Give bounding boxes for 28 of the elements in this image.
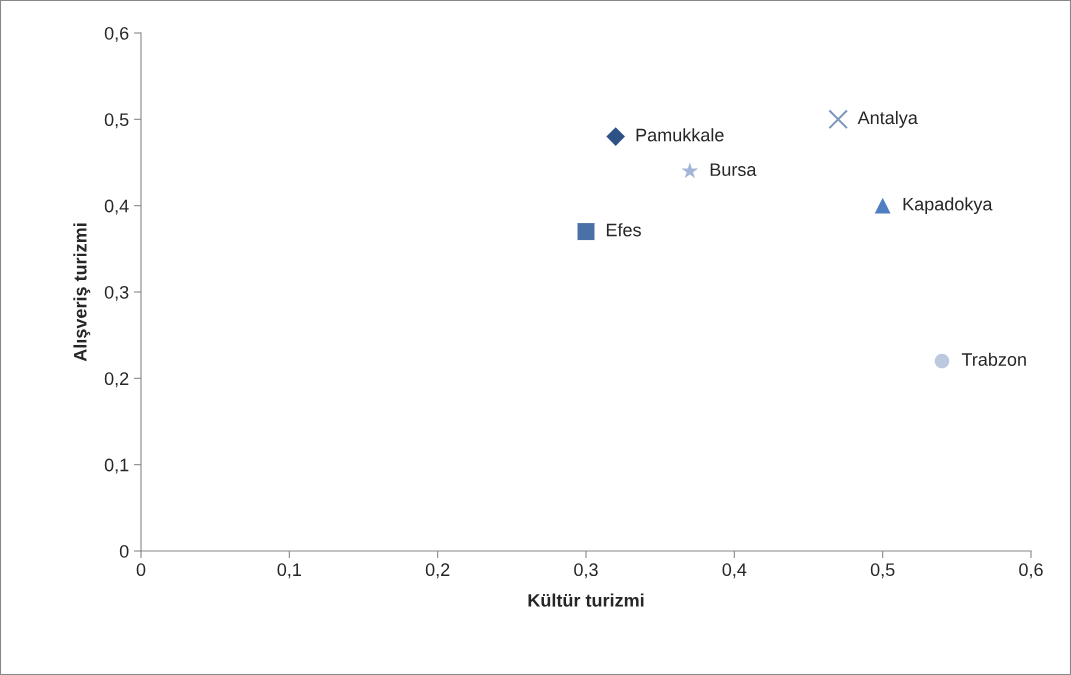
x-tick-label: 0: [136, 563, 146, 577]
x-tick-label: 0,6: [1019, 563, 1043, 579]
y-tick-label: 0,1: [104, 458, 129, 474]
y-tick-label: 0,6: [104, 26, 129, 42]
series-label: Efes: [606, 223, 641, 237]
x-tick-label: 0,3: [574, 563, 598, 579]
y-tick-label: 0: [119, 544, 129, 558]
point: [606, 127, 625, 146]
y-tick-label: 0,4: [104, 199, 129, 215]
x-tick-label: 0,1: [277, 563, 301, 579]
x-axis-title: Kültür turizmi: [528, 593, 644, 607]
point: [934, 353, 950, 369]
y-tick-label: 0,2: [104, 372, 129, 388]
series-label: Antalya: [857, 110, 918, 128]
x-tick-label: 0,4: [722, 563, 747, 579]
series-label: Kapadokya: [903, 197, 993, 215]
point: [577, 223, 595, 241]
x-tick-label: 0,2: [425, 563, 450, 579]
y-tick-label: 0,5: [104, 113, 129, 129]
y-tick-label: 0,3: [104, 285, 129, 301]
series-label: Bursa: [710, 163, 757, 176]
series-label: Trabzon: [961, 352, 1026, 366]
y-axis-title: Alışveriş turizmi: [73, 223, 91, 362]
point: [828, 109, 848, 130]
series-label: Pamukkale: [636, 128, 724, 142]
x-tick-label: 0,5: [870, 563, 895, 579]
point: [681, 162, 699, 179]
point: [874, 197, 891, 214]
